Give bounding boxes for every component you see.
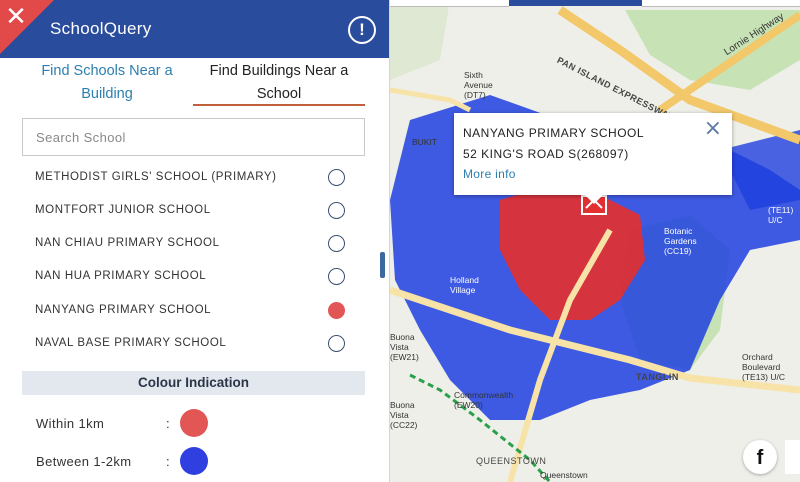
school-radio[interactable] [328,335,345,352]
map-view[interactable]: PAN ISLAND EXPRESSWAY Lornie Highway Six… [390,0,800,482]
active-tab-indicator [193,104,365,106]
app-header: ✕ SchoolQuery ! [0,0,389,58]
list-scrollbar[interactable] [380,252,385,278]
map-road-label: TANGLIN [636,372,679,382]
map-station-label: Buona Vista (CC22) [390,400,418,430]
map-station-label: Orchard Boulevard (TE13) U/C [742,352,785,382]
map-station-label: (TE11) U/C [768,205,794,225]
school-name: METHODIST GIRLS' SCHOOL (PRIMARY) [35,171,277,183]
app-title: SchoolQuery [50,19,152,38]
school-name: NAN HUA PRIMARY SCHOOL [35,270,207,282]
tab-find-schools[interactable]: Find Schools Near a Building [41,63,173,102]
close-corner [0,0,54,54]
legend-label-between: Between 1-2km [36,454,132,469]
school-list-item[interactable]: NANYANG PRIMARY SCHOOL [35,300,350,324]
map-area-label: Holland Village [450,275,479,295]
search-school-input[interactable] [22,118,365,156]
legend-dot-between [180,447,208,475]
legend-dot-within [180,409,208,437]
legend-label-within: Within 1km [36,416,105,431]
map-area-label: BUKIT [412,137,438,147]
school-name: MONTFORT JUNIOR SCHOOL [35,204,211,216]
map-toolbar-segment-active[interactable] [509,0,642,6]
school-popup: NANYANG PRIMARY SCHOOL 52 KING'S ROAD S(… [454,113,732,204]
school-radio[interactable] [328,235,345,252]
tab-find-buildings[interactable]: Find Buildings Near a School [209,63,349,102]
school-radio[interactable] [328,169,345,186]
school-list-item[interactable]: NAN HUA PRIMARY SCHOOL [35,266,350,290]
school-radio-selected[interactable] [328,302,345,319]
map-road-label: QUEENSTOWN [476,456,547,466]
popup-close-icon[interactable]: × [703,116,722,141]
school-name: NANYANG PRIMARY SCHOOL [35,304,212,316]
school-list-item[interactable]: NAN CHIAU PRIMARY SCHOOL [35,233,350,257]
map-station-label: Sixth Avenue (DT7) [464,70,493,100]
info-icon[interactable]: ! [348,16,376,44]
popup-address: 52 KING'S ROAD S(268097) [463,147,629,161]
legend-colon: : [166,454,170,469]
school-list-item[interactable]: NAVAL BASE PRIMARY SCHOOL [35,333,350,357]
location-pin-icon[interactable] [785,440,800,474]
map-toolbar-segment[interactable] [642,0,800,7]
school-name: NAVAL BASE PRIMARY SCHOOL [35,337,227,349]
popup-school-name: NANYANG PRIMARY SCHOOL [463,126,645,140]
map-station-label: Queenstown [540,470,588,480]
school-name: NAN CHIAU PRIMARY SCHOOL [35,237,220,249]
map-station-label: Commonwealth (EW20) [454,390,514,410]
map-station-label: Buona Vista (EW21) [390,332,419,362]
legend-colon: : [166,416,170,431]
legend-title: Colour Indication [22,371,365,395]
map-station-label: Botanic Gardens (CC19) [664,226,697,256]
side-panel: ✕ SchoolQuery ! Find Schools Near a Buil… [0,0,390,482]
map-toolbar-segment[interactable] [390,0,509,7]
school-list-item[interactable]: MONTFORT JUNIOR SCHOOL [35,200,350,224]
facebook-icon[interactable]: f [743,440,777,474]
close-icon[interactable]: ✕ [5,2,27,32]
school-radio[interactable] [328,202,345,219]
school-radio[interactable] [328,268,345,285]
school-list-item[interactable]: METHODIST GIRLS' SCHOOL (PRIMARY) [35,167,350,191]
popup-more-info-link[interactable]: More info [463,167,516,181]
